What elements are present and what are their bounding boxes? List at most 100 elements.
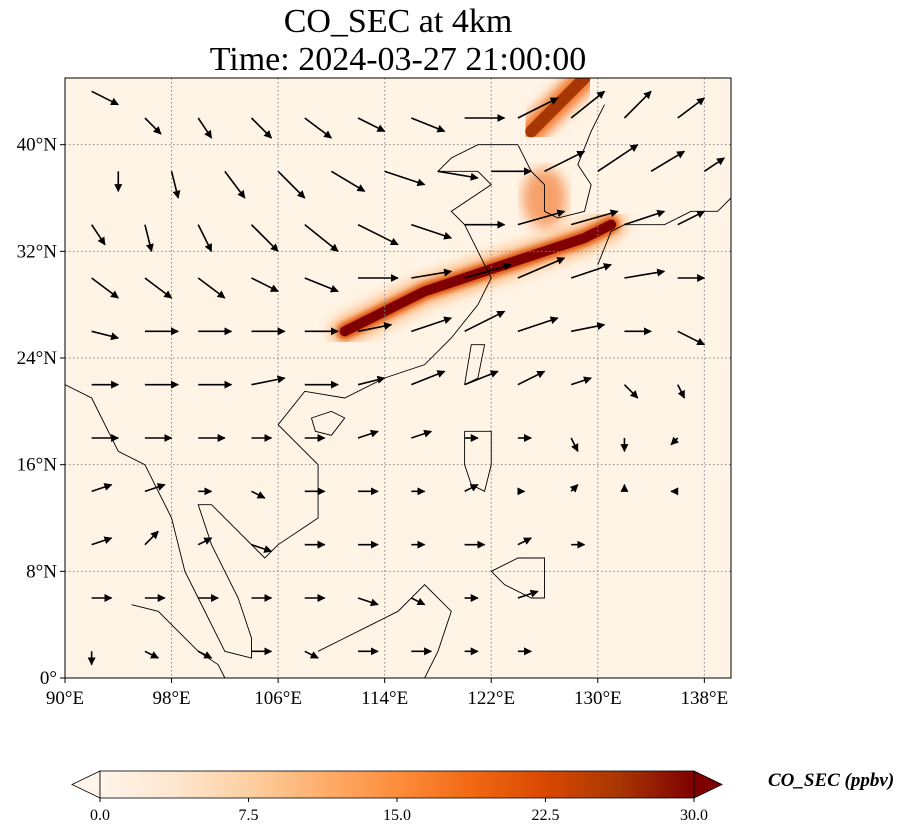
lat-tick-label: 8°N	[26, 561, 57, 582]
wind-arrow	[464, 483, 479, 493]
wind-arrow	[304, 117, 333, 139]
wind-arrow	[197, 277, 226, 299]
wind-arrow	[623, 384, 639, 399]
wind-arrow	[569, 484, 579, 493]
wind-arrow	[517, 589, 539, 599]
wind-arrow	[91, 277, 119, 299]
wind-arrow	[250, 224, 279, 252]
wind-arrow	[570, 437, 579, 453]
lat-tick-label: 24°N	[17, 348, 58, 369]
coastline-japan	[597, 197, 731, 265]
gridlines	[65, 78, 731, 678]
coastline-mindanao	[490, 557, 545, 599]
wind-arrow	[570, 263, 612, 279]
wind-arrow	[517, 257, 566, 279]
wind-arrow	[677, 97, 705, 119]
wind-arrow	[411, 117, 446, 133]
wind-arrow	[517, 370, 546, 386]
colorbar-label: CO_SEC (ppbv)	[768, 770, 895, 791]
wind-arrow	[330, 170, 366, 193]
wind-vectors	[87, 90, 726, 666]
lon-tick-label: 114°E	[361, 688, 408, 709]
wind-arrow	[357, 597, 379, 607]
wind-arrow	[357, 223, 399, 246]
wind-arrow	[251, 375, 286, 386]
wind-arrow	[411, 268, 453, 279]
wind-arrow	[304, 650, 319, 659]
wind-arrow	[677, 384, 686, 399]
map-frame	[64, 77, 732, 679]
wind-arrow	[464, 262, 512, 279]
wind-arrow	[144, 117, 162, 135]
colorbar-extend-min	[71, 770, 101, 799]
wind-arrow	[650, 150, 686, 173]
wind-arrow	[570, 90, 606, 119]
map-background	[65, 78, 731, 678]
wind-arrow	[464, 310, 506, 333]
lat-tick-label: 40°N	[17, 135, 58, 156]
lon-tick-label: 90°E	[46, 688, 84, 709]
wind-arrow	[677, 210, 706, 226]
wind-arrow	[703, 157, 726, 172]
wind-arrow	[570, 376, 592, 386]
colorbar-tick-label: 30.0	[680, 807, 708, 824]
wind-arrow	[411, 316, 453, 333]
colorbar-tick-label: 22.5	[532, 807, 560, 824]
wind-arrow	[437, 170, 479, 181]
wind-arrow	[597, 144, 639, 172]
wind-arrow	[197, 224, 213, 253]
wind-arrow	[91, 536, 113, 546]
wind-arrow	[357, 117, 386, 133]
lon-tick-label: 130°E	[574, 688, 622, 709]
wind-arrow	[517, 537, 532, 546]
wind-arrow	[677, 330, 706, 346]
wind-arrow	[410, 597, 426, 606]
colorbar-extend-max	[693, 770, 723, 799]
wind-arrow	[251, 277, 279, 293]
wind-arrow	[357, 429, 379, 439]
wind-arrow	[384, 170, 426, 187]
coastline-luzon	[464, 430, 492, 492]
plume-core	[339, 219, 617, 337]
lon-tick-label: 122°E	[467, 688, 515, 709]
wind-arrow	[544, 150, 586, 173]
lon-tick-label: 106°E	[254, 688, 302, 709]
wind-arrow	[670, 436, 679, 446]
wind-arrow	[357, 322, 393, 333]
wind-arrow	[464, 370, 499, 386]
wind-arrow	[517, 316, 559, 333]
lat-tick-label: 0°	[40, 668, 57, 689]
wind-arrow	[517, 209, 566, 226]
wind-arrow	[144, 224, 154, 253]
wind-arrow	[570, 209, 619, 226]
wind-arrow	[224, 170, 246, 199]
coastline-taiwan	[464, 344, 486, 386]
lon-tick-label: 138°E	[681, 688, 729, 709]
wind-arrow	[304, 277, 339, 293]
wind-arrow	[144, 277, 173, 299]
wind-arrow	[277, 170, 306, 199]
wind-arrow	[91, 90, 119, 106]
wind-arrow	[411, 370, 446, 386]
coastline-hainan	[310, 410, 346, 436]
wind-arrow	[91, 483, 113, 493]
lat-tick-label: 16°N	[17, 455, 58, 476]
wind-arrow	[251, 490, 266, 499]
wind-arrow	[91, 330, 120, 341]
wind-arrow	[250, 117, 273, 139]
colorbar-tick-label: 7.5	[239, 807, 259, 824]
wind-arrow	[170, 171, 181, 199]
wind-arrow	[197, 650, 213, 659]
wind-arrow	[304, 224, 339, 252]
wind-arrow	[90, 224, 106, 246]
map-title: CO_SEC at 4km	[283, 3, 513, 40]
colorbar-gradient	[99, 770, 695, 799]
wind-arrow	[251, 543, 273, 553]
axis-ticks: 90°E 98°E 106°E 114°E 122°E 130°E 138°E 0° 8°N 16…	[17, 135, 729, 709]
lon-tick-label: 98°E	[152, 688, 190, 709]
coastline-sumatra	[131, 604, 226, 678]
wind-arrow	[144, 530, 159, 546]
wind-arrow	[197, 117, 213, 139]
wind-arrow	[144, 483, 166, 493]
